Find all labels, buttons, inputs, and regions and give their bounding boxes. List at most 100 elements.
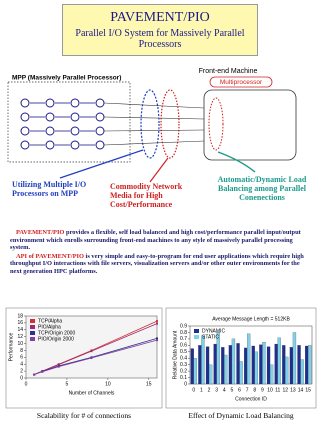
x-tick-label: 7 [246,387,249,393]
bar [285,356,289,385]
y-tick-label: 0.1 [180,375,187,381]
body: provides a flexible, self load balanced … [10,229,301,252]
mpp-box [7,81,131,163]
x-tick-label: 3 [215,387,218,393]
frontend-box [203,89,297,161]
bar [247,333,251,385]
x-axis-label: Connection ID [235,396,267,402]
x-tick-label: 8 [253,387,256,393]
legend-swatch [30,325,35,329]
x-tick-label: 10 [267,387,273,393]
bar [308,345,312,385]
bar [205,346,210,385]
bar [198,345,202,385]
bar [292,332,297,385]
x-axis-label: Number of Channels [69,390,115,396]
x-tick-label: 15 [146,381,152,387]
legend-swatch [30,337,35,341]
processor [20,98,30,108]
bar [259,344,263,385]
processor [95,112,105,122]
balance-ellipse [208,97,224,151]
processor [45,140,55,150]
plot-area [25,315,158,379]
x-tick-label: 12 [283,387,289,393]
legend-label: PIO/Origin 2000 [38,336,74,342]
x-tick-label: 6 [238,387,241,393]
mpp-label: MPP (Massively Parallel Processor) [12,75,121,82]
x-tick-label: 14 [298,387,304,393]
bar [266,346,271,385]
paragraph: PAVEMENT/PIO provides a flexible, self l… [10,229,312,252]
x-tick-label: 2 [208,387,211,393]
y-tick-label: 12 [17,334,23,340]
y-axis-label: Performance [8,332,14,361]
processor [70,126,80,136]
bar [262,342,266,385]
paragraph: API of PAVEMENT/PIO is very simple and e… [10,253,312,276]
legend-swatch [30,319,35,323]
chart-title: Average Message Length = 512KB [212,316,290,322]
bar [251,345,255,385]
pointer [217,151,256,173]
bar [236,343,240,385]
processor [70,140,80,150]
body: is very simple and easy-to-program for e… [10,252,304,275]
x-tick-label: 15 [305,387,311,393]
processor [20,140,30,150]
y-tick-label: 0.3 [180,362,187,368]
frontend-label: Front-end Machine [199,68,258,75]
bar [224,354,228,385]
bar [201,335,205,385]
multiprocessor-pill [209,76,273,88]
processor [45,98,55,108]
io-ellipse [140,89,160,159]
title-box: PAVEMENT/PIO Parallel I/O System for Mas… [62,4,258,56]
caption: Utilizing Multiple I/O Processors on MPP [12,180,87,198]
x-tick-label: 0 [25,381,28,387]
legend-swatch [194,335,199,339]
y-tick-label: 0.5 [180,349,187,355]
x-tick-label: 13 [290,387,296,393]
connection [103,140,205,146]
x-tick-label: 9 [261,387,264,393]
x-tick-label: 0 [192,387,195,393]
y-tick-label: 10 [17,341,23,347]
x-tick-label: 10 [105,381,111,387]
bar [190,348,194,385]
legend-swatch [194,329,199,333]
multiprocessor-label: Multiprocessor [220,79,263,86]
y-tick-label: 0.8 [180,330,187,336]
series-line [34,339,158,375]
legend-label: PIO/Alpha [38,324,61,330]
bar [228,345,233,385]
caption: Commodity Network Media for High Cost/Pe… [110,182,183,209]
processor [45,126,55,136]
title: PAVEMENT/PIO [110,10,210,25]
bar [277,337,281,385]
y-tick-label: 8 [20,348,23,354]
connection [103,116,205,120]
lead: PAVEMENT/PIO [16,229,65,236]
bar [274,343,278,385]
figure-caption: Scalability for # of connections [36,411,132,420]
y-tick-label: 6 [20,355,23,361]
legend-label: DYNAMIC [202,328,225,334]
pointer [149,157,169,183]
lead: API of PAVEMENT/PIO [16,252,84,260]
caption: Automatic/Dynamic Load Balancing among P… [217,175,307,202]
y-tick-label: 4 [20,362,23,368]
network-ellipse [160,89,180,159]
connection [103,129,205,132]
y-tick-label: 0.4 [180,356,187,362]
body-text: PAVEMENT/PIO provides a flexible, self l… [10,229,312,277]
x-tick-label: 11 [275,387,280,393]
bar [300,359,304,385]
y-tick-label: 0.6 [180,343,187,349]
bar [216,332,220,385]
legend-label: TCP/Alpha [38,318,62,324]
bar [208,364,213,385]
bar [282,345,286,385]
x-tick-label: 5 [231,387,234,393]
